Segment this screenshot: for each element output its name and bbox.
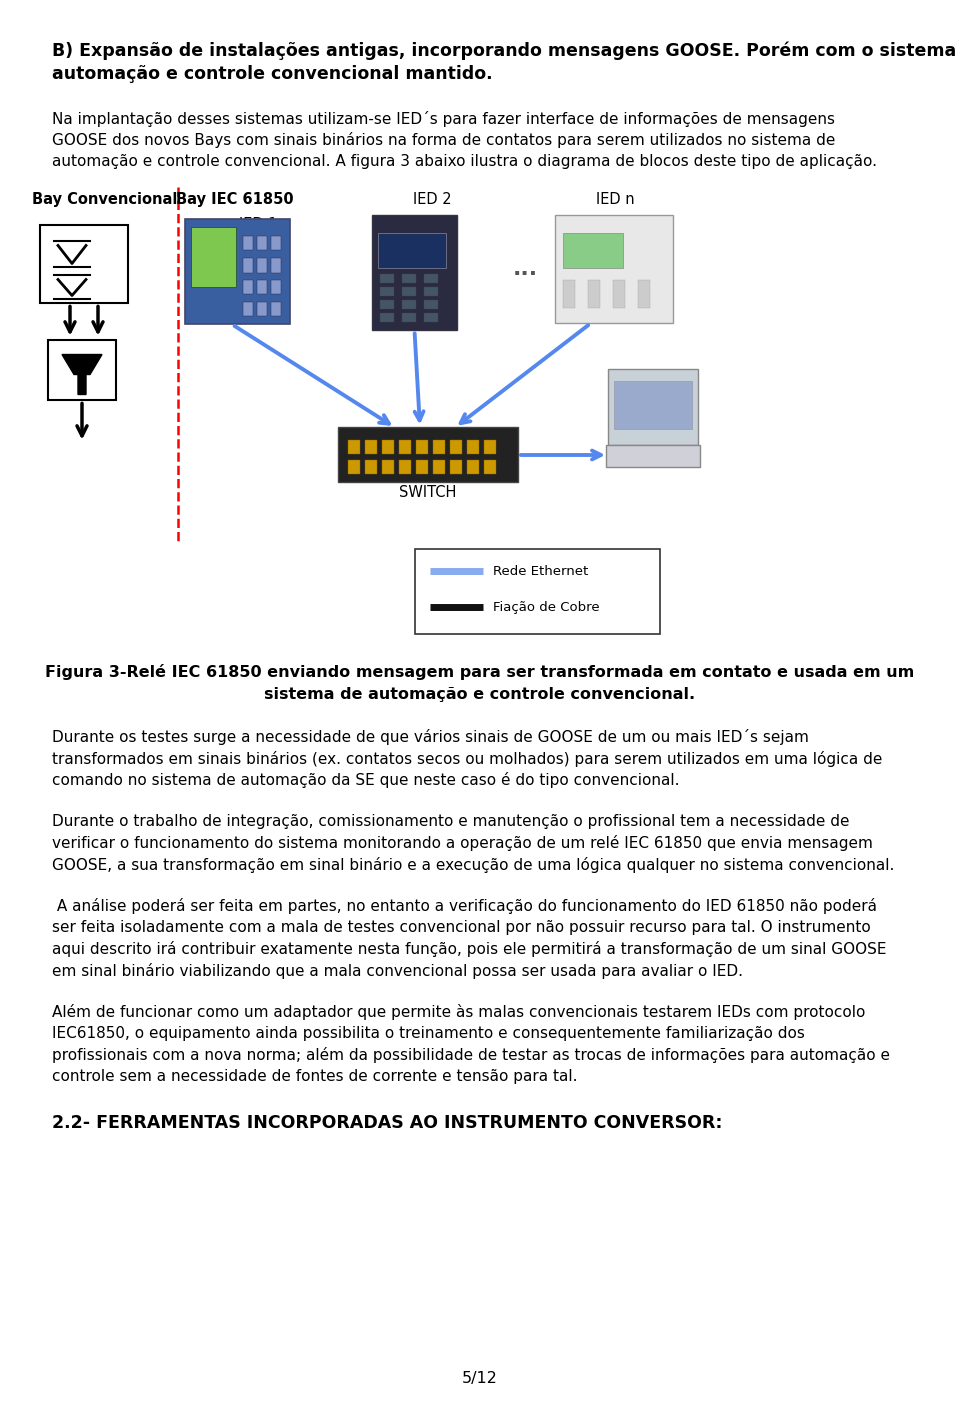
- Bar: [257, 280, 267, 294]
- Bar: [588, 280, 600, 308]
- Bar: [450, 461, 462, 475]
- Bar: [382, 441, 394, 454]
- Bar: [608, 369, 698, 445]
- Text: ...: ...: [513, 260, 538, 280]
- Bar: [365, 441, 377, 454]
- Bar: [243, 259, 253, 273]
- Bar: [271, 259, 281, 273]
- Bar: [402, 274, 416, 283]
- Text: transformados em sinais binários (ex. contatos secos ou molhados) para serem uti: transformados em sinais binários (ex. co…: [52, 751, 882, 766]
- Text: IED 1: IED 1: [239, 218, 277, 232]
- Bar: [380, 314, 394, 322]
- Bar: [467, 441, 479, 454]
- Text: automação e controle convencional mantido.: automação e controle convencional mantid…: [52, 65, 492, 83]
- Bar: [424, 287, 438, 297]
- Bar: [606, 445, 700, 468]
- Bar: [402, 314, 416, 322]
- Bar: [399, 441, 411, 454]
- Text: GOOSE, a sua transformação em sinal binário e a execução de uma lógica qualquer : GOOSE, a sua transformação em sinal biná…: [52, 857, 895, 872]
- Text: controle sem a necessidade de fontes de corrente e tensão para tal.: controle sem a necessidade de fontes de …: [52, 1069, 578, 1085]
- Text: Figura 3-Relé IEC 61850 enviando mensagem para ser transformada em contato e usa: Figura 3-Relé IEC 61850 enviando mensage…: [45, 665, 915, 680]
- Text: GOOSE dos novos Bays com sinais binários na forma de contatos para serem utiliza: GOOSE dos novos Bays com sinais binários…: [52, 133, 835, 148]
- Bar: [48, 341, 116, 400]
- Text: Rede Ethernet: Rede Ethernet: [493, 566, 588, 578]
- Polygon shape: [62, 355, 102, 395]
- Bar: [614, 382, 692, 430]
- Bar: [271, 280, 281, 294]
- Bar: [257, 259, 267, 273]
- Text: sistema de automação e controle convencional.: sistema de automação e controle convenci…: [264, 687, 696, 701]
- Text: aqui descrito irá contribuir exatamente nesta função, pois ele permitirá a trans: aqui descrito irá contribuir exatamente …: [52, 942, 886, 957]
- Bar: [372, 215, 457, 331]
- Text: Bay IEC 61850: Bay IEC 61850: [177, 192, 294, 208]
- Text: 2.2- FERRAMENTAS INCORPORADAS AO INSTRUMENTO CONVERSOR:: 2.2- FERRAMENTAS INCORPORADAS AO INSTRUM…: [52, 1114, 723, 1133]
- Bar: [271, 303, 281, 317]
- Bar: [433, 461, 445, 475]
- Text: 5/12: 5/12: [462, 1372, 498, 1386]
- Bar: [415, 550, 660, 635]
- Bar: [484, 461, 496, 475]
- Bar: [555, 215, 673, 324]
- Text: comando no sistema de automação da SE que neste caso é do tipo convencional.: comando no sistema de automação da SE qu…: [52, 772, 680, 789]
- Bar: [348, 441, 360, 454]
- Bar: [348, 461, 360, 475]
- Bar: [243, 303, 253, 317]
- Text: Durante os testes surge a necessidade de que vários sinais de GOOSE de um ou mai: Durante os testes surge a necessidade de…: [52, 730, 809, 745]
- Bar: [484, 441, 496, 454]
- Bar: [416, 441, 428, 454]
- Bar: [563, 233, 623, 269]
- Text: A análise poderá ser feita em partes, no entanto a verificação do funcionamento : A análise poderá ser feita em partes, no…: [52, 898, 877, 915]
- Bar: [416, 461, 428, 475]
- Bar: [185, 219, 290, 324]
- Bar: [424, 314, 438, 322]
- Text: B) Expansão de instalações antigas, incorporando mensagens GOOSE. Porém com o si: B) Expansão de instalações antigas, inco…: [52, 42, 960, 61]
- Bar: [433, 441, 445, 454]
- Bar: [450, 441, 462, 454]
- Bar: [380, 287, 394, 297]
- Bar: [467, 461, 479, 475]
- Text: profissionais com a nova norma; além da possibilidade de testar as trocas de inf: profissionais com a nova norma; além da …: [52, 1048, 890, 1063]
- Bar: [191, 228, 236, 287]
- Text: ser feita isoladamente com a mala de testes convencional por não possuir recurso: ser feita isoladamente com a mala de tes…: [52, 921, 871, 935]
- Bar: [243, 236, 253, 250]
- Bar: [382, 461, 394, 475]
- Text: IED n: IED n: [596, 192, 635, 208]
- Bar: [402, 287, 416, 297]
- Bar: [424, 274, 438, 283]
- Bar: [399, 461, 411, 475]
- Bar: [257, 303, 267, 317]
- Text: Durante o trabalho de integração, comissionamento e manutenção o profissional te: Durante o trabalho de integração, comiss…: [52, 814, 850, 829]
- Bar: [613, 280, 625, 308]
- Text: em sinal binário viabilizando que a mala convencional possa ser usada para avali: em sinal binário viabilizando que a mala…: [52, 963, 743, 978]
- Text: SWITCH: SWITCH: [399, 485, 457, 501]
- Bar: [40, 225, 128, 304]
- Text: Bay Convencional: Bay Convencional: [33, 192, 178, 208]
- Bar: [378, 233, 446, 269]
- Bar: [271, 236, 281, 250]
- Bar: [638, 280, 650, 308]
- Text: IED 2: IED 2: [413, 192, 451, 208]
- Bar: [402, 301, 416, 310]
- Text: IHM: IHM: [671, 372, 699, 387]
- Bar: [563, 280, 575, 308]
- Bar: [257, 236, 267, 250]
- Bar: [243, 280, 253, 294]
- Text: Fiação de Cobre: Fiação de Cobre: [493, 601, 600, 614]
- Text: automação e controle convencional. A figura 3 abaixo ilustra o diagrama de bloco: automação e controle convencional. A fig…: [52, 154, 877, 170]
- Bar: [338, 427, 518, 482]
- Text: Além de funcionar como um adaptador que permite às malas convencionais testarem : Além de funcionar como um adaptador que …: [52, 1004, 865, 1021]
- Text: Na implantação desses sistemas utilizam-se IED´s para fazer interface de informa: Na implantação desses sistemas utilizam-…: [52, 112, 835, 127]
- Bar: [380, 301, 394, 310]
- Bar: [424, 301, 438, 310]
- Bar: [380, 274, 394, 283]
- Text: IEC61850, o equipamento ainda possibilita o treinamento e consequentemente famil: IEC61850, o equipamento ainda possibilit…: [52, 1027, 804, 1041]
- Bar: [365, 461, 377, 475]
- Text: verificar o funcionamento do sistema monitorando a operação de um relé IEC 61850: verificar o funcionamento do sistema mon…: [52, 836, 873, 851]
